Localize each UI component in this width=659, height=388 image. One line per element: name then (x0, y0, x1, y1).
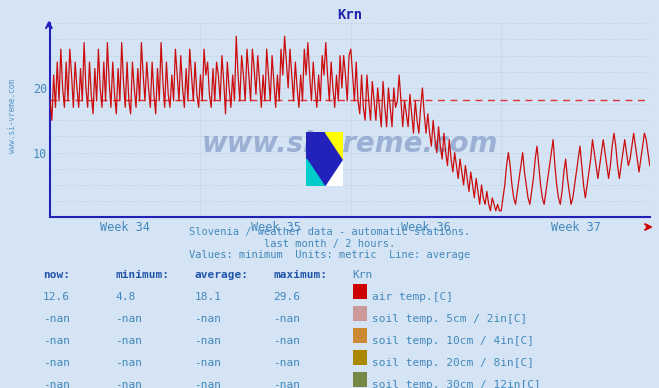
Text: www.si-vreme.com: www.si-vreme.com (202, 130, 498, 158)
Text: -nan: -nan (115, 336, 142, 346)
Text: soil temp. 5cm / 2in[C]: soil temp. 5cm / 2in[C] (372, 314, 528, 324)
Text: Slovenia / weather data - automatic stations.: Slovenia / weather data - automatic stat… (189, 227, 470, 237)
Text: -nan: -nan (115, 314, 142, 324)
Text: www.si-vreme.com: www.si-vreme.com (8, 80, 17, 153)
Text: -nan: -nan (273, 380, 301, 388)
Text: soil temp. 20cm / 8in[C]: soil temp. 20cm / 8in[C] (372, 358, 534, 368)
Text: 29.6: 29.6 (273, 292, 301, 302)
Polygon shape (325, 132, 343, 159)
Text: -nan: -nan (43, 336, 70, 346)
Text: -nan: -nan (194, 358, 221, 368)
Text: -nan: -nan (115, 380, 142, 388)
Text: air temp.[C]: air temp.[C] (372, 292, 453, 302)
Text: maximum:: maximum: (273, 270, 328, 280)
Text: Krn: Krn (353, 270, 373, 280)
Text: -nan: -nan (115, 358, 142, 368)
Text: -nan: -nan (194, 380, 221, 388)
Text: -nan: -nan (273, 336, 301, 346)
Text: -nan: -nan (273, 314, 301, 324)
Text: 18.1: 18.1 (194, 292, 221, 302)
Text: average:: average: (194, 270, 248, 280)
Text: minimum:: minimum: (115, 270, 169, 280)
Text: last month / 2 hours.: last month / 2 hours. (264, 239, 395, 249)
Text: 4.8: 4.8 (115, 292, 136, 302)
Title: Krn: Krn (337, 8, 362, 22)
Text: Values: minimum  Units: metric  Line: average: Values: minimum Units: metric Line: aver… (189, 250, 470, 260)
Text: -nan: -nan (273, 358, 301, 368)
Text: -nan: -nan (43, 380, 70, 388)
Text: -nan: -nan (194, 314, 221, 324)
Polygon shape (306, 132, 343, 186)
Text: soil temp. 30cm / 12in[C]: soil temp. 30cm / 12in[C] (372, 380, 541, 388)
Text: -nan: -nan (43, 358, 70, 368)
Text: -nan: -nan (43, 314, 70, 324)
Text: now:: now: (43, 270, 70, 280)
Text: -nan: -nan (194, 336, 221, 346)
Polygon shape (306, 159, 325, 186)
Text: 12.6: 12.6 (43, 292, 70, 302)
Text: soil temp. 10cm / 4in[C]: soil temp. 10cm / 4in[C] (372, 336, 534, 346)
